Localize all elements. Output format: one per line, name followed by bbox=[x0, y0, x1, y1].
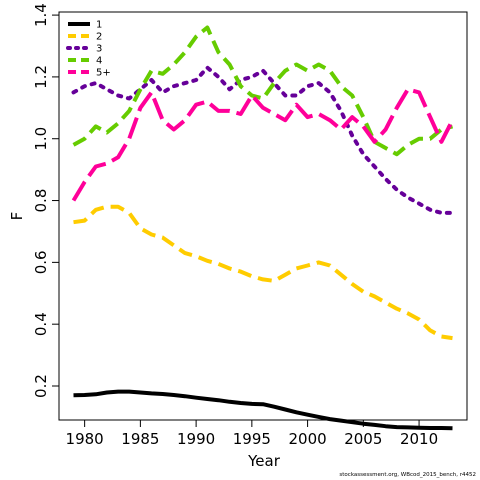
series-line-2 bbox=[73, 204, 453, 341]
series-line-3 bbox=[71, 65, 455, 215]
x-tick-label: 1990 bbox=[177, 430, 215, 448]
legend-label-4: 4 bbox=[96, 56, 102, 67]
legend-label-5: 5+ bbox=[96, 68, 111, 79]
x-tick-label: 1995 bbox=[233, 430, 271, 448]
y-axis: 0.2 0.4 0.6 0.8 1.0 1.2 1.4 bbox=[32, 3, 59, 398]
x-tick-label: 2005 bbox=[344, 430, 382, 448]
x-tick-label: 1985 bbox=[121, 430, 159, 448]
y-tick-label: 0.6 bbox=[32, 250, 50, 274]
series-line-5 bbox=[71, 87, 455, 202]
y-tick-label: 0.4 bbox=[32, 312, 50, 336]
x-tick-label: 1980 bbox=[66, 430, 104, 448]
legend-label-1: 1 bbox=[96, 20, 102, 31]
y-tick-label: 0.2 bbox=[32, 374, 50, 398]
plot-frame bbox=[58, 11, 468, 421]
y-tick-label: 1.4 bbox=[32, 3, 50, 27]
series-layer bbox=[71, 25, 455, 431]
y-axis-title: F bbox=[8, 212, 26, 221]
series-line-4 bbox=[72, 25, 454, 157]
y-tick-label: 1.0 bbox=[32, 127, 50, 151]
y-tick-label: 1.2 bbox=[32, 65, 50, 89]
x-tick-label: 2000 bbox=[288, 430, 326, 448]
footnote: stockassessment.org, WBcod_2015_bench, r… bbox=[339, 472, 476, 478]
x-axis: 1980 1985 1990 1995 2000 2005 2010 bbox=[66, 420, 438, 448]
x-axis-title: Year bbox=[247, 452, 281, 470]
legend-label-2: 2 bbox=[96, 32, 102, 43]
series-line-1 bbox=[73, 389, 453, 431]
legend-label-3: 3 bbox=[96, 44, 102, 55]
x-tick-label: 2010 bbox=[400, 430, 438, 448]
y-tick-label: 0.8 bbox=[32, 189, 50, 213]
